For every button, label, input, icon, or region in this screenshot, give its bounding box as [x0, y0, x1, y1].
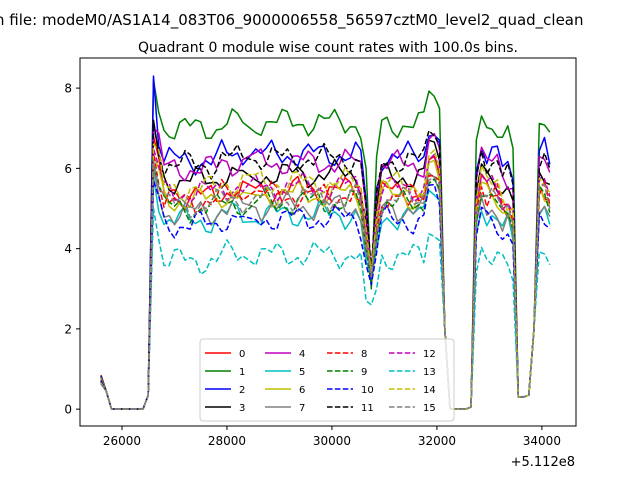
series-line-15 — [100, 159, 551, 410]
legend-label-10: 10 — [361, 385, 374, 396]
legend-label-1: 1 — [239, 367, 245, 378]
legend-label-6: 6 — [299, 385, 305, 396]
legend-label-3: 3 — [239, 403, 245, 414]
legend-label-0: 0 — [239, 349, 245, 360]
y-axis: 0 2 4 6 8 — [64, 82, 80, 417]
series-layer — [100, 75, 551, 410]
legend-label-14: 14 — [423, 385, 436, 396]
y-tick-label: 0 — [64, 403, 72, 417]
series-line-4 — [100, 127, 551, 410]
x-tick-label: 28000 — [208, 434, 246, 448]
y-tick-label: 4 — [64, 242, 72, 256]
legend-label-9: 9 — [361, 367, 367, 378]
legend-box — [199, 338, 455, 422]
x-tick-label: 26000 — [103, 434, 141, 448]
y-tick-label: 8 — [64, 82, 72, 96]
series-line-9 — [100, 163, 551, 410]
series-line-1 — [100, 79, 551, 410]
y-tick-label: 6 — [64, 162, 72, 176]
x-axis: 26000 28000 30000 32000 34000 — [103, 426, 561, 448]
legend-label-7: 7 — [299, 403, 305, 414]
series-line-13 — [100, 207, 551, 410]
y-tick-label: 2 — [64, 322, 72, 336]
series-line-11 — [100, 123, 551, 410]
chart-title: Quadrant 0 module wise count rates with … — [138, 40, 518, 56]
x-tick-label: 34000 — [523, 434, 561, 448]
legend-label-12: 12 — [423, 349, 436, 360]
plot-frame — [79, 57, 577, 427]
legend-label-11: 11 — [361, 403, 374, 414]
x-tick-label: 30000 — [313, 434, 351, 448]
legend-label-13: 13 — [423, 367, 436, 378]
x-tick-label: 32000 — [418, 434, 456, 448]
legend-label-5: 5 — [299, 367, 305, 378]
legend-label-15: 15 — [423, 403, 436, 414]
series-line-12 — [100, 147, 551, 410]
series-line-2 — [100, 75, 551, 410]
series-line-14 — [100, 143, 551, 410]
legend-label-2: 2 — [239, 385, 245, 396]
legend-label-4: 4 — [299, 349, 305, 360]
x-offset-label: +5.112e8 — [511, 455, 575, 470]
legend-label-8: 8 — [361, 349, 367, 360]
figure-suptitle: n file: modeM0/AS1A14_083T06_9000006558_… — [0, 11, 584, 30]
